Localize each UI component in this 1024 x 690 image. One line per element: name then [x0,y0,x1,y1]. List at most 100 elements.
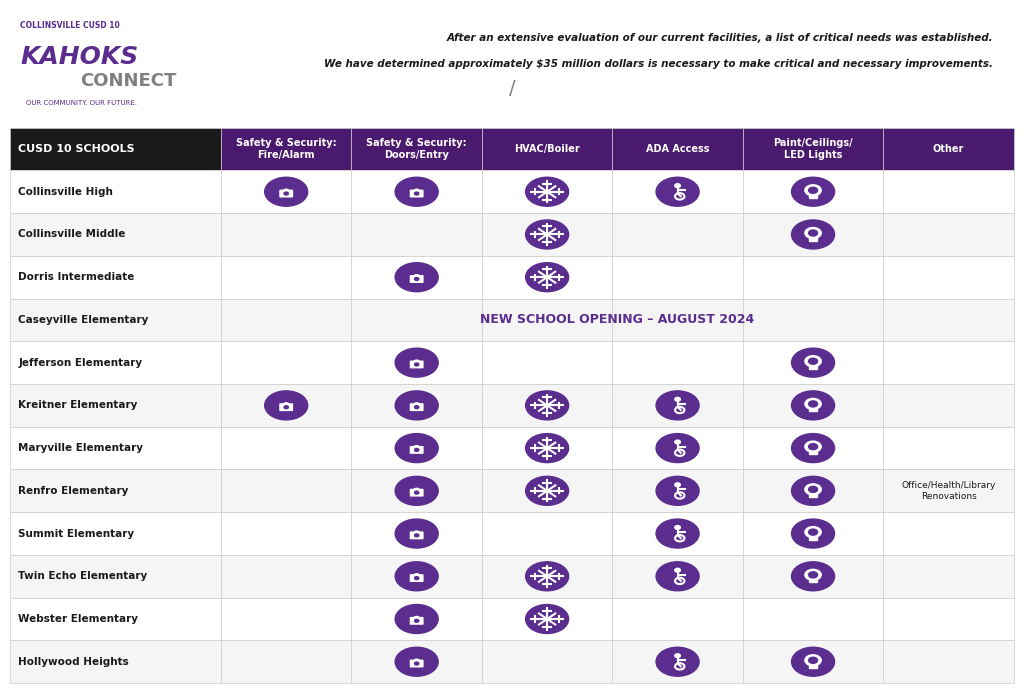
Circle shape [675,397,680,401]
Bar [351,555,482,598]
Circle shape [395,519,438,548]
Circle shape [792,348,835,377]
Bar [884,256,1014,299]
Text: Kreitner Elementary: Kreitner Elementary [18,400,138,411]
Circle shape [656,177,699,206]
Text: Paint/Ceilings/
LED Lights: Paint/Ceilings/ LED Lights [773,138,853,160]
Text: We have determined approximately $35 million dollars is necessary to make critic: We have determined approximately $35 mil… [325,59,993,68]
Bar [482,555,612,598]
Bar [482,469,612,512]
Text: OUR COMMUNITY. OUR FUTURE.: OUR COMMUNITY. OUR FUTURE. [26,100,136,106]
Bar [809,409,817,411]
Bar [482,640,612,683]
Bar [351,342,482,384]
Circle shape [809,187,817,193]
Circle shape [415,406,419,408]
Circle shape [809,572,817,578]
Circle shape [395,604,438,633]
Circle shape [809,444,817,450]
Bar [10,256,221,299]
Circle shape [656,391,699,420]
Bar [221,555,351,598]
Bar [612,299,742,342]
Bar [612,128,742,170]
Text: KAHOKS: KAHOKS [20,45,138,69]
Circle shape [675,184,680,188]
Circle shape [809,230,817,236]
Bar [351,213,482,256]
Bar [10,342,221,384]
Circle shape [809,401,817,407]
Circle shape [264,177,307,206]
Bar [482,128,612,170]
Bar [482,426,612,469]
Bar [221,128,351,170]
Circle shape [792,519,835,548]
Text: /: / [509,79,515,99]
Bar [884,342,1014,384]
Circle shape [395,476,438,505]
Bar [612,384,742,426]
Text: Safety & Security:
Doors/Entry: Safety & Security: Doors/Entry [367,138,467,160]
Bar [221,342,351,384]
Circle shape [395,177,438,206]
Bar [884,426,1014,469]
Bar [10,384,221,426]
Circle shape [415,620,419,622]
Circle shape [415,192,419,195]
FancyBboxPatch shape [410,190,424,197]
Circle shape [395,391,438,420]
Bar [742,256,884,299]
Bar [351,598,482,640]
Bar [809,580,817,582]
Bar [482,384,612,426]
Circle shape [805,569,821,580]
Text: Webster Elementary: Webster Elementary [18,614,138,624]
Bar [351,469,482,512]
Bar [10,299,221,342]
Circle shape [656,647,699,676]
Circle shape [395,433,438,462]
Bar [742,299,884,342]
Bar [221,170,351,213]
Text: Summit Elementary: Summit Elementary [18,529,134,539]
FancyBboxPatch shape [410,574,424,582]
Text: Other: Other [933,144,965,154]
Bar [809,665,817,668]
Bar [612,512,742,555]
Bar [482,342,612,384]
Bar [742,342,884,384]
Text: COLLINSVILLE CUSD 10: COLLINSVILLE CUSD 10 [20,21,120,30]
Bar [612,256,742,299]
Circle shape [525,177,568,206]
Bar [742,213,884,256]
Bar [809,195,817,198]
Bar [10,555,221,598]
Bar [221,426,351,469]
Bar [809,366,817,368]
Circle shape [525,263,568,292]
Circle shape [415,534,419,537]
Bar [742,512,884,555]
Bar [482,299,612,342]
Bar [221,512,351,555]
FancyBboxPatch shape [280,403,293,411]
Text: Jefferson Elementary: Jefferson Elementary [18,357,142,368]
Text: ADA Access: ADA Access [646,144,710,154]
Circle shape [805,484,821,495]
Bar [884,213,1014,256]
Circle shape [792,220,835,249]
FancyBboxPatch shape [410,531,424,540]
Bar [10,170,221,213]
Text: HVAC/Boiler: HVAC/Boiler [514,144,580,154]
Circle shape [809,358,817,364]
Circle shape [809,658,817,663]
Circle shape [415,491,419,494]
Text: NEW SCHOOL OPENING – AUGUST 2024: NEW SCHOOL OPENING – AUGUST 2024 [480,313,755,326]
Circle shape [284,406,289,408]
Bar [742,598,884,640]
Circle shape [525,476,568,505]
Circle shape [415,662,419,665]
Bar [10,426,221,469]
Text: Collinsville High: Collinsville High [18,187,114,197]
